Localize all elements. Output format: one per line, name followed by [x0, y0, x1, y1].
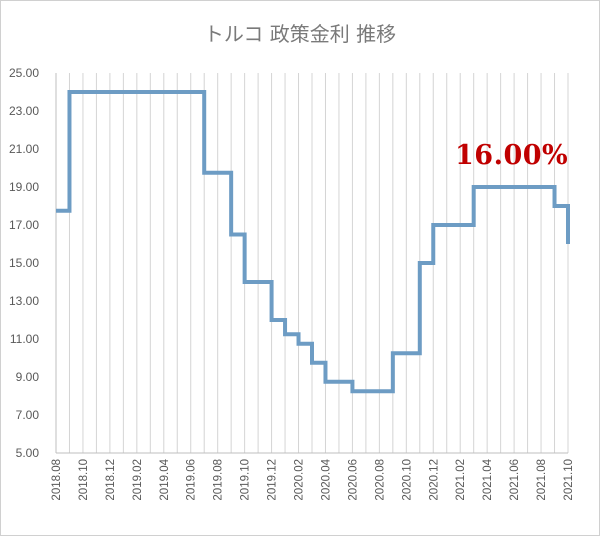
current-rate-annotation: 16.00% [455, 140, 569, 171]
x-tick-label: 2020.12 [428, 459, 440, 501]
x-tick-label: 2020.08 [374, 459, 386, 501]
x-tick-label: 2019.02 [132, 459, 144, 501]
y-tick-label: 7.00 [16, 408, 40, 422]
y-tick-label: 9.00 [16, 370, 40, 384]
chart-title: トルコ 政策金利 推移 [203, 22, 397, 46]
y-tick-label: 23.00 [9, 104, 39, 118]
x-tick-label: 2021.06 [509, 459, 521, 501]
x-tick-label: 2021.10 [563, 459, 575, 501]
y-tick-label: 17.00 [9, 218, 39, 232]
y-tick-label: 25.00 [9, 66, 39, 80]
x-tick-label: 2019.12 [267, 459, 279, 501]
x-tick-label: 2020.06 [347, 459, 359, 501]
y-tick-label: 5.00 [16, 446, 40, 460]
x-tick-label: 2019.08 [213, 459, 225, 501]
x-tick-label: 2018.12 [105, 459, 117, 501]
y-tick-label: 11.00 [10, 332, 39, 346]
x-tick-label: 2019.04 [159, 458, 171, 500]
x-tick-label: 2021.04 [482, 458, 494, 500]
x-tick-label: 2020.02 [294, 459, 306, 501]
x-tick-label: 2019.10 [240, 459, 252, 501]
x-tick-label: 2021.02 [455, 459, 467, 501]
y-tick-label: 15.00 [9, 256, 39, 270]
x-tick-label: 2020.10 [401, 459, 413, 501]
y-tick-label: 13.00 [9, 294, 39, 308]
y-tick-label: 19.00 [9, 180, 39, 194]
y-tick-label: 21.00 [9, 142, 39, 156]
x-tick-label: 2018.08 [51, 459, 63, 501]
x-tick-label: 2021.08 [536, 459, 548, 501]
x-tick-label: 2020.04 [320, 458, 332, 500]
x-tick-label: 2019.06 [186, 459, 198, 501]
x-tick-label: 2018.10 [78, 459, 90, 501]
